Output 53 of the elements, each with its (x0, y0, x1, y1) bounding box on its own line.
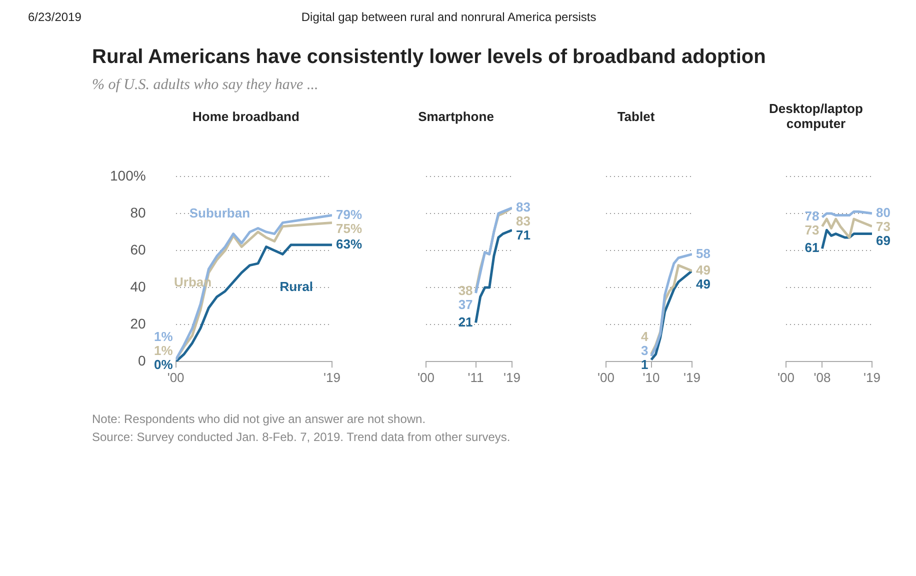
y-tick-label: 20 (130, 315, 146, 332)
data-label: 73 (804, 222, 820, 238)
y-tick-label: 40 (130, 278, 146, 294)
x-tick-label: '19 (684, 370, 700, 385)
data-label: 37 (458, 296, 473, 312)
y-tick-label: 0 (138, 352, 146, 368)
data-label: 3 (641, 343, 648, 358)
x-tick-label: '19 (864, 370, 880, 385)
data-label: 0% (154, 357, 174, 372)
x-tick-label: '00 (167, 370, 184, 385)
chart-title: Tablet (616, 108, 656, 126)
series-label: Suburban (189, 205, 250, 220)
series-label: Rural (280, 278, 314, 294)
text: Note: Respondents who did not give an answer are not shown. (92, 411, 427, 428)
text: % of U.S. adults who say they have ... (92, 77, 320, 94)
x-tick-label: '00 (598, 370, 614, 385)
data-label: 38 (458, 282, 473, 298)
chart-title: Home broadband (192, 108, 300, 126)
data-label: 49 (696, 262, 710, 278)
data-label: 83 (516, 199, 530, 214)
chart-title: Smartphone (417, 108, 495, 126)
data-label: 83 (516, 213, 530, 228)
data-label: 73 (876, 219, 890, 234)
data-label: 71 (516, 227, 530, 242)
x-tick-label: '00 (418, 370, 434, 385)
y-tick-label: 80 (130, 204, 146, 220)
data-label: 79% (336, 206, 362, 222)
x-tick-label: '19 (324, 370, 340, 385)
x-tick-label: '10 (642, 370, 660, 385)
source-note: Source: Survey conducted Jan. 8-Feb. 7, 2019. Trend data from other surveys. (92, 429, 512, 446)
data-label: 1% (154, 329, 174, 344)
x-tick-label: '11 (468, 370, 484, 385)
text: Digital gap between rural and nonrural America persists (301, 10, 596, 24)
chart-title: Desktop/laptop computer (768, 100, 864, 133)
data-label: 78 (804, 208, 820, 224)
data-label: 21 (458, 314, 473, 330)
data-label: 4 (641, 329, 650, 344)
x-tick-label: '08 (814, 370, 831, 385)
text: Rural Americans have consistently lower levels of broadband adoption (92, 46, 767, 69)
data-label: 63% (336, 236, 362, 252)
data-label: 75% (336, 220, 362, 236)
data-label: 58 (696, 246, 710, 261)
data-label: 1 (641, 357, 648, 372)
data-label: 69 (876, 233, 890, 248)
data-label: 61 (804, 240, 820, 256)
x-tick-label: '00 (778, 370, 794, 385)
y-tick-label: 100% (110, 167, 146, 184)
data-label: 1% (154, 343, 174, 358)
x-tick-label: '19 (504, 370, 520, 385)
data-label: 80 (876, 205, 890, 220)
data-label: 49 (696, 276, 710, 292)
text: 6/23/2019 (28, 10, 82, 24)
y-tick-label: 60 (130, 241, 146, 258)
